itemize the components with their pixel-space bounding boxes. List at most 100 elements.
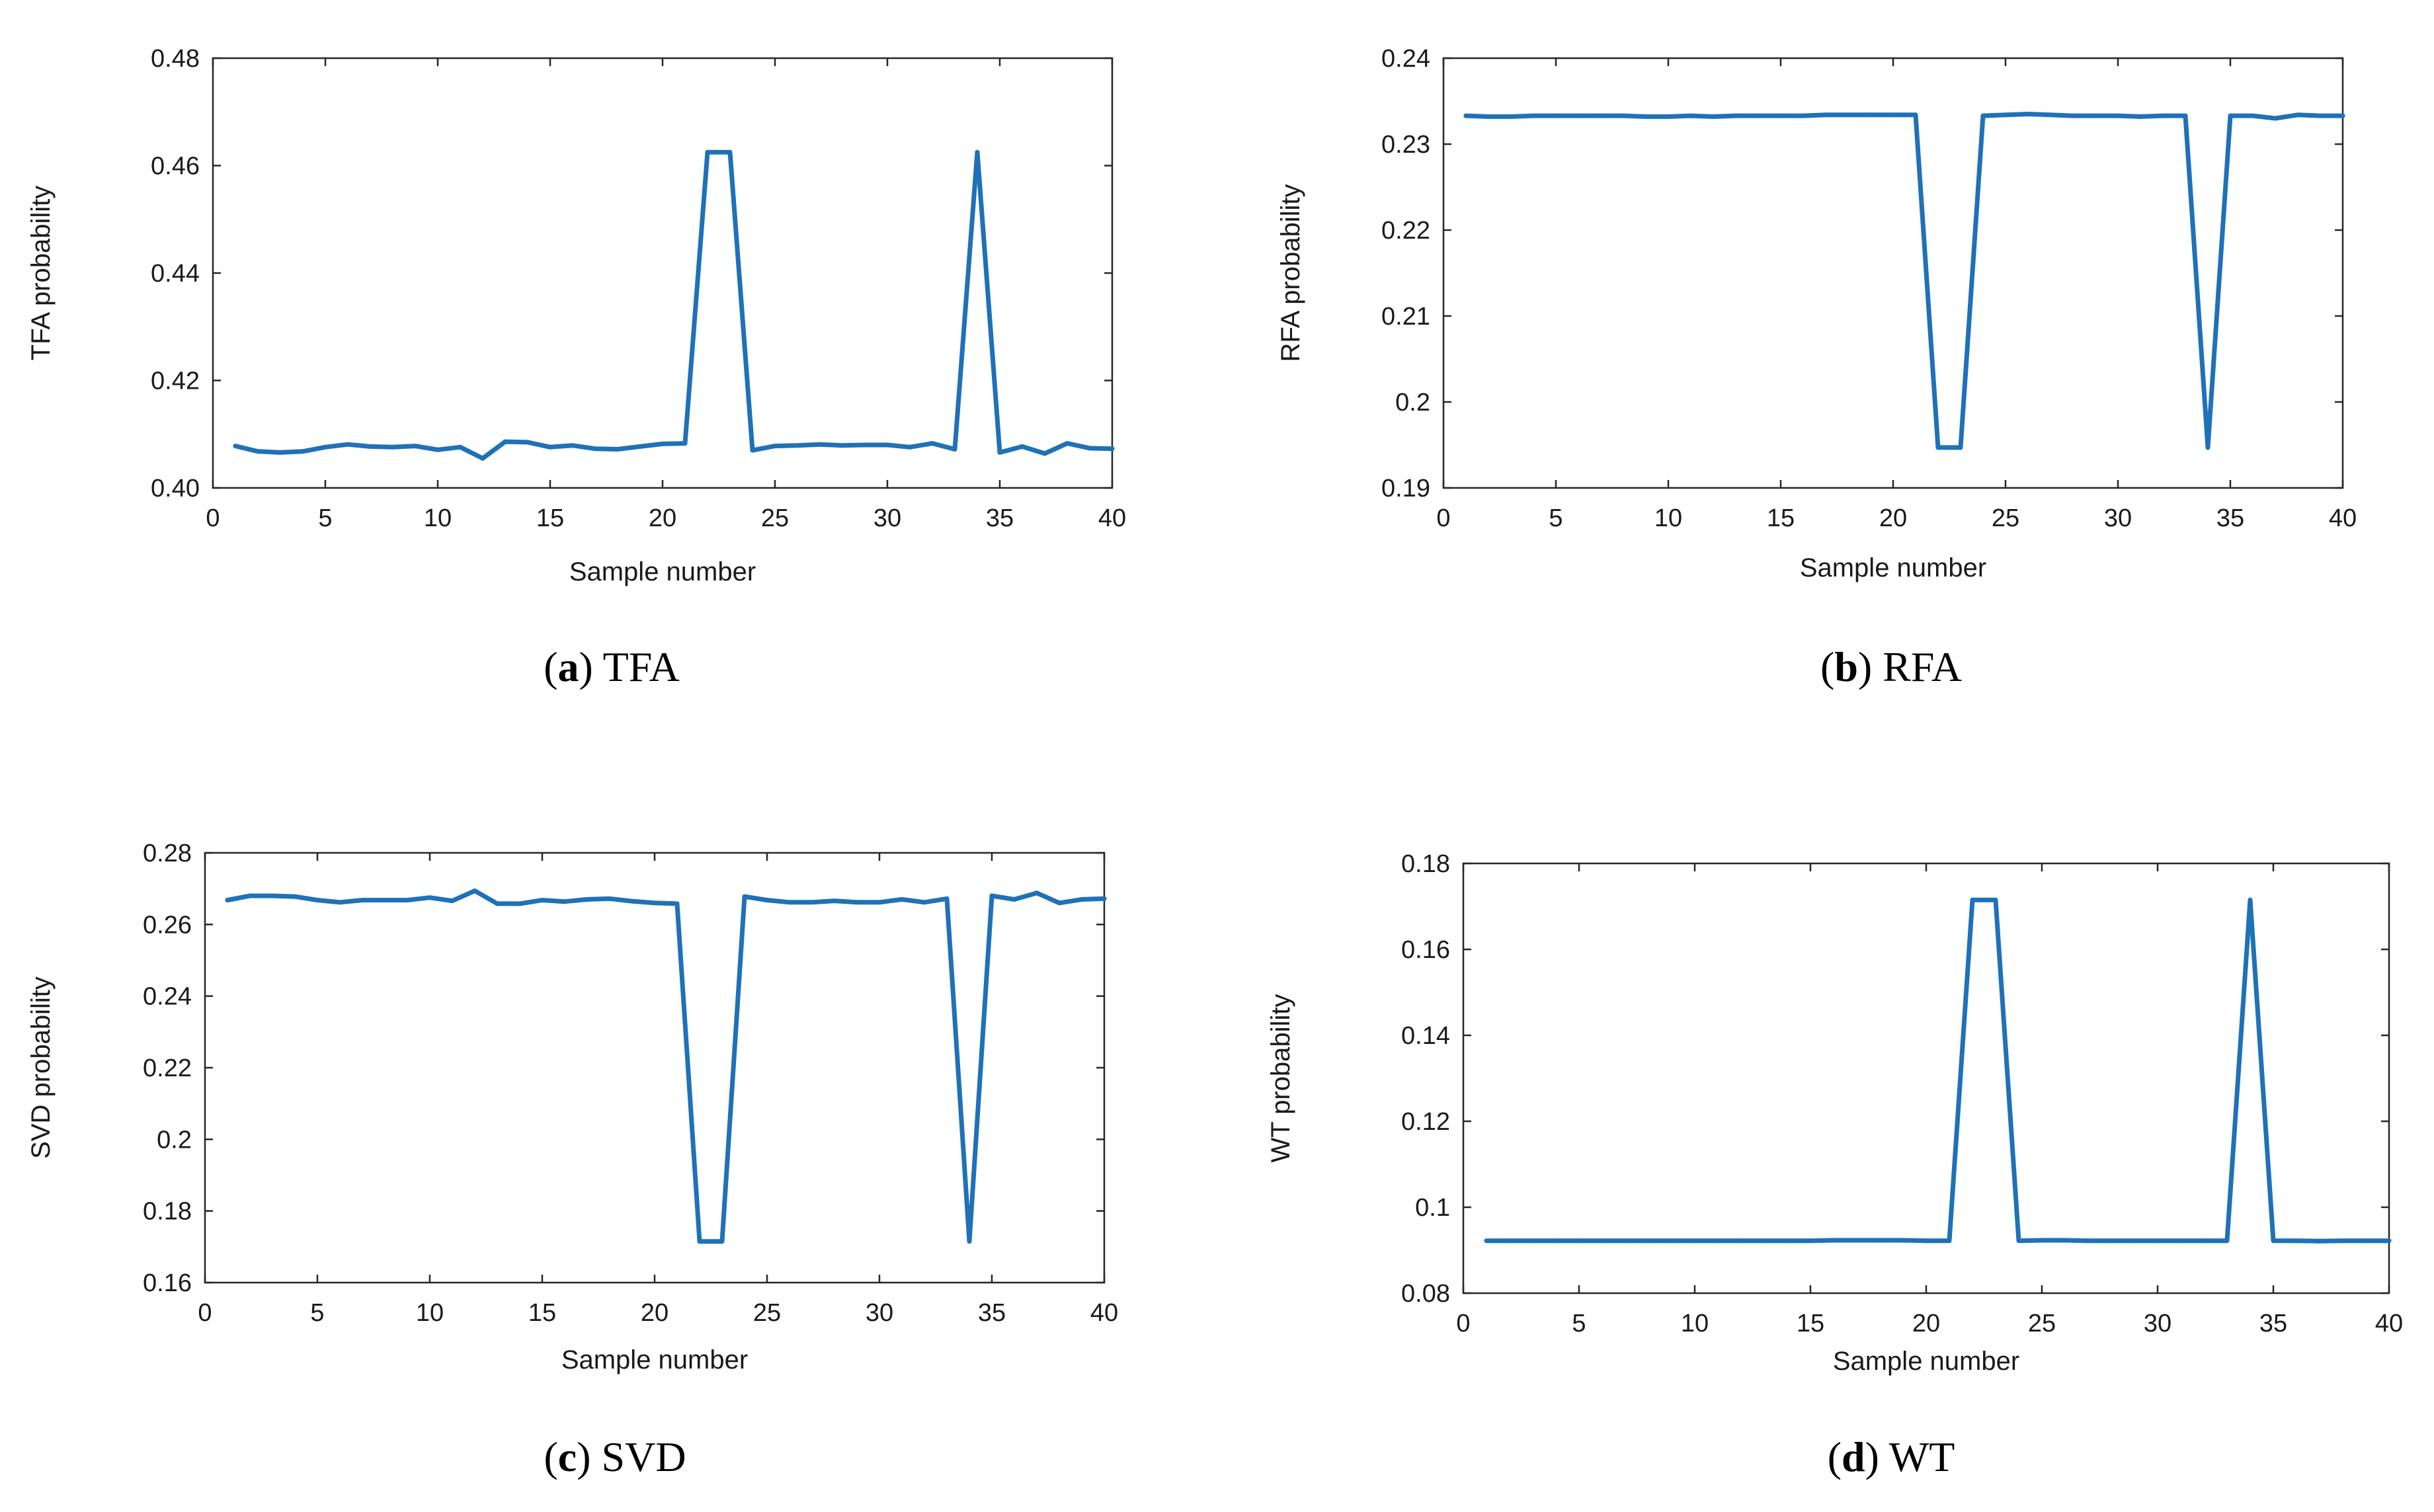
data-point [2062, 1238, 2068, 1243]
data-point [345, 442, 350, 447]
x-tick-label: 40 [2375, 1310, 2403, 1337]
x-tick-label: 15 [528, 1299, 556, 1327]
data-point [1877, 1238, 1883, 1243]
x-tick-label: 20 [649, 504, 676, 532]
data-point [233, 444, 238, 449]
data-point [997, 450, 1002, 455]
data-point [255, 449, 261, 454]
data-point [727, 149, 733, 155]
data-point [899, 896, 905, 902]
y-tick-label: 0.16 [143, 1269, 192, 1297]
chart-panel-b: 0 5 10 15 20 25 30 35 40 0.19 0.2 0.21 0.22 0.23 0.24 S… [1276, 45, 2357, 690]
data-point [1785, 1238, 1790, 1244]
data-point [1980, 113, 1986, 118]
x-tick-label: 10 [416, 1299, 444, 1327]
data-point [337, 900, 343, 905]
data-point [2294, 1238, 2299, 1244]
data-point [458, 444, 463, 450]
data-point [1646, 1238, 1651, 1244]
x-tick-label: 35 [2216, 504, 2244, 532]
y-tick-label: 0.24 [1381, 45, 1430, 73]
data-point [2363, 1238, 2369, 1244]
data-point [525, 440, 530, 445]
data-point [1531, 113, 1536, 118]
data-point [2093, 113, 2098, 118]
x-tick-label: 35 [978, 1299, 1006, 1327]
x-tick-label: 0 [1436, 504, 1450, 532]
data-point [1831, 1238, 1836, 1243]
y-tick-label: 0.28 [143, 840, 192, 867]
data-point [2138, 114, 2143, 119]
y-tick-label: 0.08 [1401, 1280, 1450, 1308]
data-point [652, 900, 657, 906]
data-point [2340, 113, 2345, 118]
data-point [2025, 112, 2031, 116]
plot-frame [212, 57, 1114, 489]
data-point [1756, 113, 1761, 118]
data-point [1935, 445, 1941, 450]
data-point [1079, 896, 1084, 902]
data-point [2115, 113, 2121, 118]
caption-text: RFA [1883, 643, 1962, 690]
data-point [1970, 897, 1975, 902]
data-point [247, 893, 253, 898]
data-point [1621, 113, 1626, 118]
data-point [548, 444, 553, 450]
data-point [503, 439, 508, 444]
data-point [1993, 897, 1998, 902]
data-point [967, 1239, 972, 1244]
data-point [315, 898, 320, 902]
data-point [2039, 1238, 2045, 1243]
series-line [233, 149, 1115, 461]
x-tick-label: 10 [424, 504, 452, 532]
panel-caption: (c) SVD [544, 1433, 686, 1480]
data-point [2183, 113, 2188, 118]
x-axis-title: Sample number [1833, 1347, 2019, 1376]
y-tick-label: 0.18 [143, 1198, 192, 1226]
data-point [1553, 113, 1559, 118]
data-point [2048, 112, 2053, 118]
data-point [517, 901, 522, 906]
data-point [382, 898, 387, 902]
panel-caption: (d) WT [1828, 1433, 1955, 1480]
caption-paren-open: ( [1828, 1433, 1842, 1480]
caption-text: TFA [603, 643, 680, 690]
caption-letter: b [1834, 643, 1858, 690]
data-point [2178, 1238, 2183, 1244]
x-tick-label: 40 [2329, 504, 2357, 532]
y-tick-label: 0.18 [1401, 850, 1450, 878]
data-point [1486, 114, 1491, 119]
series-line [1484, 897, 2392, 1244]
x-tick-label: 5 [1572, 1310, 1586, 1337]
data-point [2016, 1238, 2021, 1244]
data-point [952, 447, 957, 452]
data-point [2132, 1238, 2137, 1244]
data-point [840, 443, 845, 448]
x-tick-label: 30 [866, 1299, 893, 1327]
data-point [270, 893, 275, 898]
data-point [750, 448, 755, 453]
y-axis-title: RFA probability [1276, 184, 1305, 362]
data-point [907, 444, 913, 450]
data-point [832, 898, 837, 904]
caption-letter: a [558, 643, 579, 690]
data-point [390, 444, 395, 450]
data-point [495, 901, 500, 906]
data-point [1669, 1238, 1674, 1244]
data-point [1530, 1238, 1535, 1244]
y-tick-label: 0.12 [1401, 1108, 1450, 1136]
y-tick-label: 0.48 [151, 45, 200, 73]
y-tick-label: 0.22 [1381, 217, 1430, 245]
caption-letter: d [1842, 1433, 1865, 1480]
data-point [1553, 1238, 1559, 1244]
data-point [1065, 441, 1070, 446]
data-point [1715, 1238, 1721, 1244]
data-point [1057, 900, 1062, 906]
x-tick-label: 40 [1090, 1299, 1118, 1327]
data-point [719, 1239, 725, 1244]
x-tick-label: 0 [1456, 1310, 1470, 1337]
x-axis-title: Sample number [561, 1345, 748, 1374]
caption-paren-open: ( [1820, 643, 1834, 690]
data-point [585, 896, 590, 902]
